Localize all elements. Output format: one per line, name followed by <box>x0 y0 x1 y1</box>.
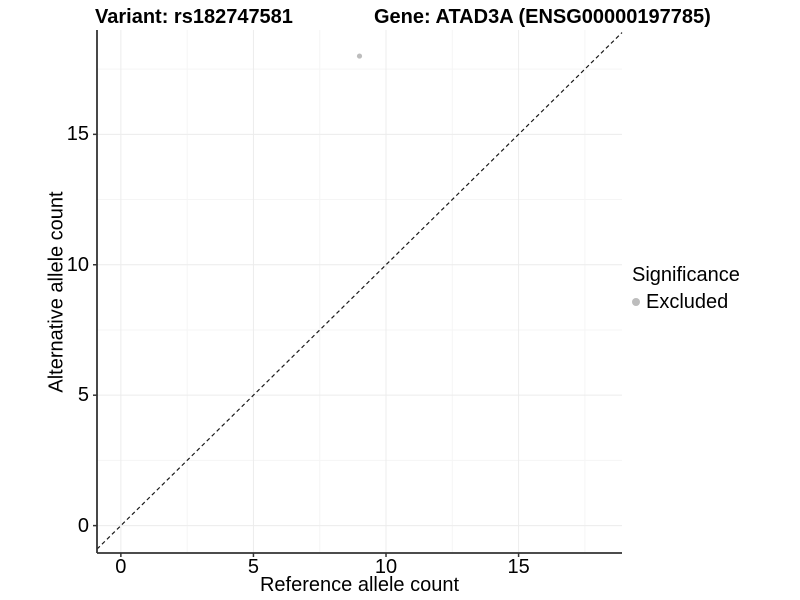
x-tick-label: 10 <box>374 556 398 578</box>
x-tick-label: 0 <box>115 556 127 578</box>
legend-title: Significance <box>632 264 740 286</box>
plot-title-variant: Variant: rs182747581 <box>95 6 293 28</box>
y-tick-label: 5 <box>77 384 89 407</box>
plot-title-gene: Gene: ATAD3A (ENSG00000197785) <box>374 6 711 28</box>
y-tick-label: 15 <box>66 123 89 146</box>
y-tick-label: 10 <box>66 253 89 276</box>
x-tick-label: 15 <box>507 556 530 578</box>
x-tick-label: 5 <box>247 556 259 578</box>
legend: Significance Excluded <box>632 263 740 314</box>
x-axis-title: Reference allele count <box>259 574 460 596</box>
data-point <box>356 53 363 59</box>
y-tick-label: 0 <box>77 514 89 537</box>
identity-line <box>96 32 623 550</box>
legend-item-label: Excluded <box>646 291 729 313</box>
legend-marker-circle-icon <box>632 298 640 306</box>
legend-item-excluded: Excluded <box>632 290 740 314</box>
y-axis-title: Alternative allele count <box>45 190 68 393</box>
